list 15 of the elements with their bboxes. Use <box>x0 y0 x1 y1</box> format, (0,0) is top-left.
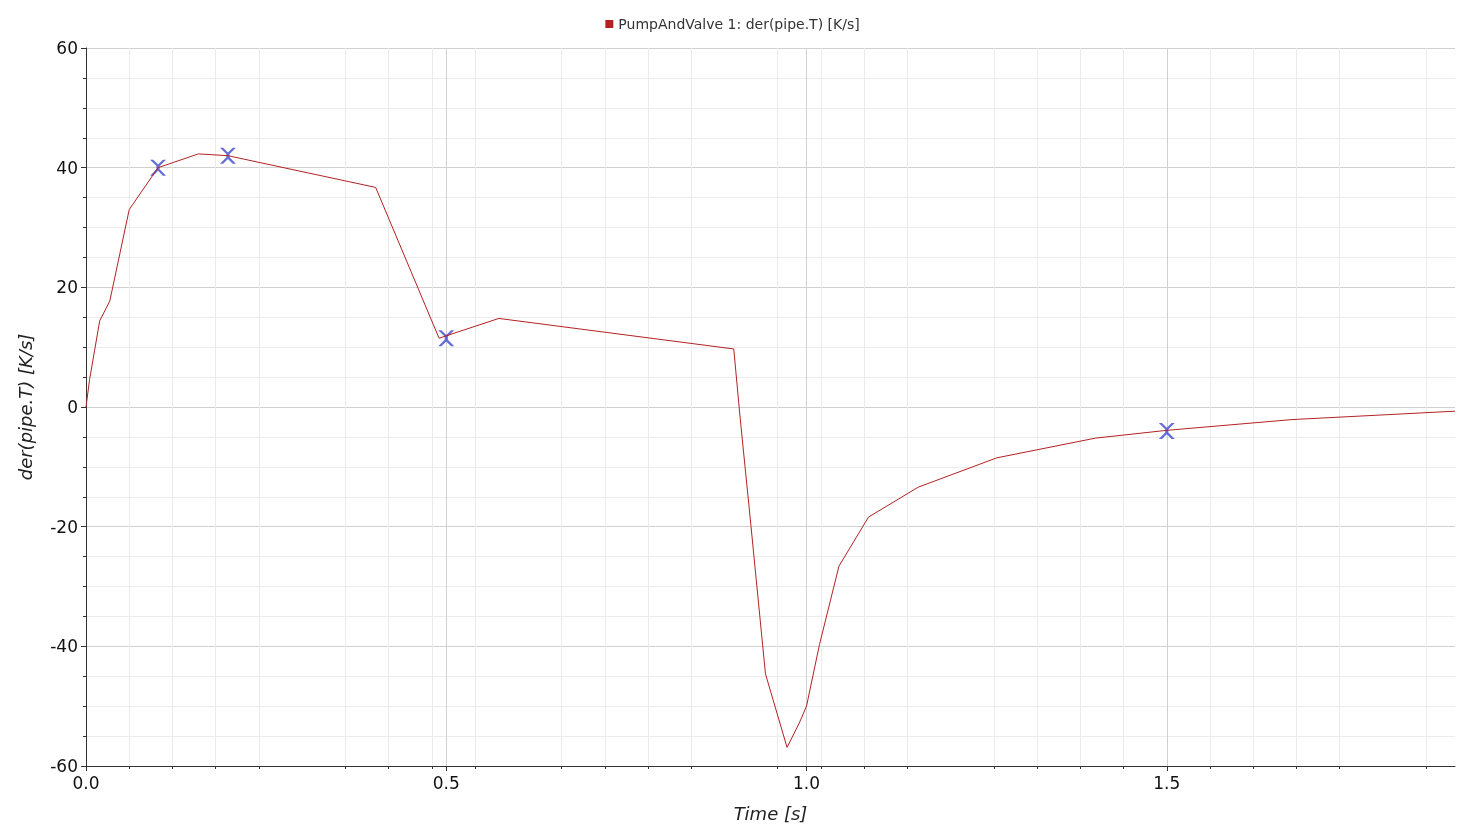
y-tick-label: -40 <box>50 636 78 657</box>
y-tick-label: 20 <box>56 277 78 298</box>
x-tick-label: 1.0 <box>793 772 821 793</box>
legend-label: PumpAndValve 1: der(pipe.T) [K/s] <box>618 16 860 32</box>
point <box>1158 422 1175 439</box>
y-tick-label: 60 <box>56 38 78 58</box>
y-tick-label: 0 <box>67 397 78 417</box>
x-axis-title: Time [s] <box>733 802 808 824</box>
y-tick-label: -20 <box>50 516 78 537</box>
y-axis-title: der(pipe.T) [K/s] <box>14 333 36 481</box>
point <box>219 147 236 164</box>
y-tick-label: 40 <box>56 157 78 178</box>
x-tick-label: 0.5 <box>432 772 460 793</box>
x-tick-label: 1.5 <box>1153 772 1181 793</box>
point <box>438 330 455 347</box>
